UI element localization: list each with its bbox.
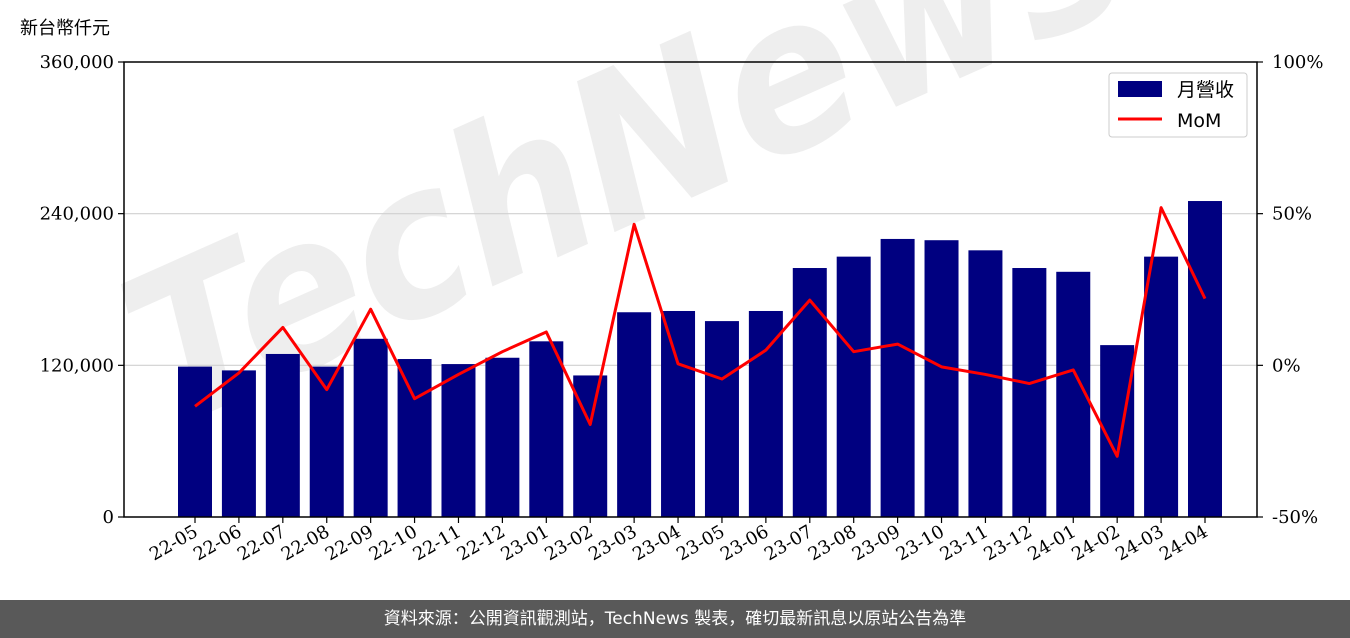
- x-tick-label: 23-03: [585, 521, 640, 565]
- bar-23-08: [836, 256, 871, 517]
- bar-24-03: [1144, 256, 1179, 517]
- bar-23-06: [748, 310, 783, 517]
- x-tick-label: 23-07: [761, 521, 816, 565]
- bar-23-11: [968, 250, 1003, 517]
- bar-23-05: [704, 321, 739, 517]
- legend-label-mom: MoM: [1177, 110, 1221, 132]
- x-tick-label: 22-10: [366, 521, 421, 565]
- bar-23-10: [924, 240, 959, 518]
- bar-22-11: [441, 364, 476, 517]
- plot-frame: [123, 61, 1258, 518]
- bar-series: [178, 201, 1222, 518]
- x-tick-label: 22-07: [234, 521, 289, 565]
- bar-23-07: [792, 268, 827, 517]
- bar-22-10: [397, 359, 432, 517]
- x-tick-label: 23-05: [673, 521, 728, 565]
- legend: 月營收 MoM: [1108, 72, 1248, 138]
- mom-line: [194, 206, 1207, 458]
- x-tick-label: 24-04: [1156, 521, 1211, 565]
- bar-22-05: [178, 366, 212, 517]
- x-tick-label: 22-11: [410, 521, 465, 565]
- right-axis: -50% 0% 50% 100%: [1257, 52, 1323, 528]
- x-axis: 22-0522-0622-0722-0822-0922-1022-1122-12…: [146, 517, 1212, 565]
- x-tick-label: 23-02: [541, 521, 596, 565]
- left-tick-label: 120,000: [40, 355, 114, 376]
- x-tick-label: 24-02: [1068, 521, 1123, 565]
- bar-24-04: [1188, 201, 1222, 517]
- x-tick-label: 24-01: [1024, 521, 1079, 565]
- right-tick-label: 50%: [1272, 204, 1312, 225]
- bar-22-09: [353, 338, 388, 517]
- legend-bar-swatch: [1118, 81, 1162, 97]
- unit-label: 新台幣仟元: [20, 18, 110, 39]
- bar-23-01: [529, 341, 564, 517]
- right-tick-label: 0%: [1272, 355, 1301, 376]
- bar-22-12: [485, 357, 520, 517]
- x-tick-label: 22-05: [146, 521, 201, 565]
- legend-label-revenue: 月營收: [1177, 79, 1234, 101]
- x-tick-label: 23-08: [805, 521, 860, 565]
- x-tick-label: 23-01: [497, 521, 552, 565]
- right-tick-label: 100%: [1272, 52, 1323, 73]
- left-tick-label: 360,000: [40, 52, 114, 73]
- left-axis: 0 120,000 240,000 360,000: [40, 52, 124, 528]
- bar-23-12: [1012, 268, 1047, 517]
- left-tick-label: 0: [103, 507, 114, 528]
- x-tick-label: 23-09: [849, 521, 904, 565]
- left-tick-label: 240,000: [40, 204, 114, 225]
- x-tick-label: 24-03: [1112, 521, 1167, 565]
- x-tick-label: 22-08: [278, 521, 333, 565]
- x-tick-label: 23-12: [980, 521, 1035, 565]
- right-tick-label: -50%: [1272, 507, 1318, 528]
- x-tick-label: 23-10: [893, 521, 948, 565]
- x-tick-label: 23-04: [629, 521, 684, 565]
- bar-23-04: [661, 310, 696, 517]
- x-tick-label: 23-11: [936, 521, 991, 565]
- x-tick-label: 23-06: [717, 521, 772, 565]
- x-tick-label: 22-09: [322, 521, 377, 565]
- line-series: [194, 206, 1207, 458]
- bar-23-03: [617, 312, 652, 517]
- x-tick-label: 22-12: [453, 521, 508, 565]
- source-footer: 資料來源：公開資訊觀測站，TechNews 製表，確切最新訊息以原站公告為準: [0, 600, 1350, 638]
- bar-23-09: [880, 238, 915, 517]
- bar-22-08: [309, 366, 344, 517]
- bar-22-06: [221, 370, 256, 517]
- x-tick-label: 22-06: [190, 521, 245, 565]
- bar-22-07: [265, 353, 300, 517]
